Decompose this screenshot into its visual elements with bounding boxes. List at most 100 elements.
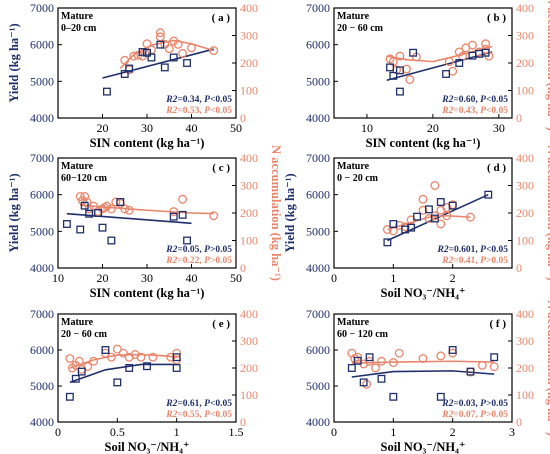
yield-point	[183, 236, 191, 245]
y-tick-label: 7000	[30, 307, 54, 321]
x-tick-label: 30	[141, 271, 153, 285]
n-point	[129, 51, 139, 61]
n-point	[89, 201, 99, 211]
y2-tick-label: 0	[240, 261, 246, 275]
y2-axis-label: N accumulation (kg ha⁻¹)	[545, 0, 550, 131]
y-tick-label: 4000	[306, 415, 330, 429]
x-axis-label: Soil NO₃⁻/NH₄⁺	[381, 286, 466, 300]
x-tick-label: 50	[230, 121, 242, 135]
y2-tick-label: 100	[516, 234, 534, 248]
yield-fit-line	[69, 363, 177, 384]
yield-point	[413, 212, 422, 221]
yield-point	[442, 70, 451, 78]
n-point	[371, 363, 380, 373]
y-tick-label: 6000	[306, 38, 330, 52]
y2-axis-label: N accumulation (kg ha⁻¹)	[545, 145, 550, 281]
yield-point	[101, 346, 110, 354]
stats-n: R2=0.43, P<0.05	[441, 106, 508, 116]
n-point	[155, 32, 165, 42]
yield-fit-line	[351, 370, 495, 378]
stats-yield: R2=0.34, P<0.05	[165, 95, 232, 105]
n-point	[477, 360, 487, 370]
n-point	[120, 55, 130, 65]
yield-point	[156, 40, 165, 49]
x-tick-label: 0	[55, 425, 61, 439]
yield-point	[409, 48, 418, 57]
x-tick-label: 0.5	[110, 425, 125, 439]
yield-point	[125, 64, 134, 73]
stage-label: Mature	[61, 317, 94, 328]
n-point	[394, 220, 404, 230]
y2-tick-label: 0	[516, 111, 522, 125]
stats-yield: R2=0.61, P<0.05	[165, 399, 232, 409]
y2-tick-label: 200	[240, 56, 258, 70]
yield-point	[62, 220, 71, 228]
yield-point	[455, 59, 464, 67]
y-tick-label: 7000	[30, 1, 54, 15]
n-point	[83, 362, 93, 372]
n-point	[365, 356, 375, 366]
n-point	[178, 48, 188, 58]
yield-point	[484, 190, 493, 199]
stage-label: Mature	[337, 161, 370, 172]
y2-tick-label: 300	[240, 179, 258, 193]
x-axis-label: SIN content (kg ha⁻¹)	[90, 286, 205, 300]
stats-n: R2=0.07, P>0.05	[441, 410, 508, 420]
x-tick-label: 0	[331, 271, 337, 285]
y-tick-label: 6000	[306, 188, 330, 202]
n-point	[394, 348, 404, 358]
n-point	[405, 75, 415, 84]
n-point	[74, 356, 84, 366]
n-point	[106, 204, 116, 214]
yield-point	[386, 63, 394, 72]
n-point	[112, 344, 122, 354]
y2-tick-label: 400	[516, 307, 534, 321]
panel-a: 4000 5000 6000 7000 0 100 200 300 400 20 30 40 50 SIN…	[7, 1, 258, 150]
n-point	[209, 211, 219, 221]
yield-point	[401, 225, 410, 234]
y2-tick-label: 100	[240, 388, 258, 402]
x-tick-label: 20	[427, 121, 439, 135]
y2-tick-label: 300	[516, 29, 534, 43]
yield-point	[436, 198, 445, 206]
y-tick-label: 4000	[30, 415, 54, 429]
y-tick-label: 5000	[30, 224, 54, 238]
y2-tick-label: 200	[240, 206, 258, 220]
stats-yield: R2=0.601, P<0.05	[437, 245, 509, 255]
x-tick-label: 30	[141, 121, 153, 135]
n-point	[418, 205, 428, 215]
yield-point	[377, 374, 386, 383]
n-point	[466, 212, 475, 222]
x-tick-label: 20	[97, 271, 109, 285]
y-tick-label: 6000	[30, 38, 54, 52]
panel-letter: ( e )	[212, 318, 230, 330]
x-tick-label: 0	[331, 425, 337, 439]
yield-point	[103, 87, 111, 96]
yield-fit-line	[102, 48, 214, 79]
x-tick-label: 1.5	[229, 425, 244, 439]
y-tick-label: 6000	[30, 188, 54, 202]
yield-fit-line	[386, 51, 493, 82]
yield-point	[172, 364, 181, 372]
x-tick-label: 10	[361, 121, 373, 135]
n-point	[395, 51, 405, 61]
n-point	[102, 201, 112, 211]
y2-tick-label: 100	[516, 84, 534, 98]
n-point	[98, 204, 107, 214]
y2-tick-label: 0	[516, 415, 522, 429]
n-point	[173, 39, 183, 49]
y-tick-label: 4000	[306, 111, 330, 125]
n-point	[467, 40, 477, 50]
n-point	[100, 203, 110, 212]
n-point	[80, 192, 90, 201]
n-point	[436, 351, 446, 361]
n-point	[65, 354, 75, 363]
yield-point	[183, 59, 191, 67]
n-point	[178, 194, 188, 204]
n-point	[120, 204, 130, 214]
y2-tick-label: 100	[240, 84, 258, 98]
x-axis-label: Soil NO₃⁻/NH₄⁺	[381, 440, 466, 454]
y2-tick-label: 0	[240, 111, 246, 125]
panel-letter: ( c )	[212, 162, 230, 174]
